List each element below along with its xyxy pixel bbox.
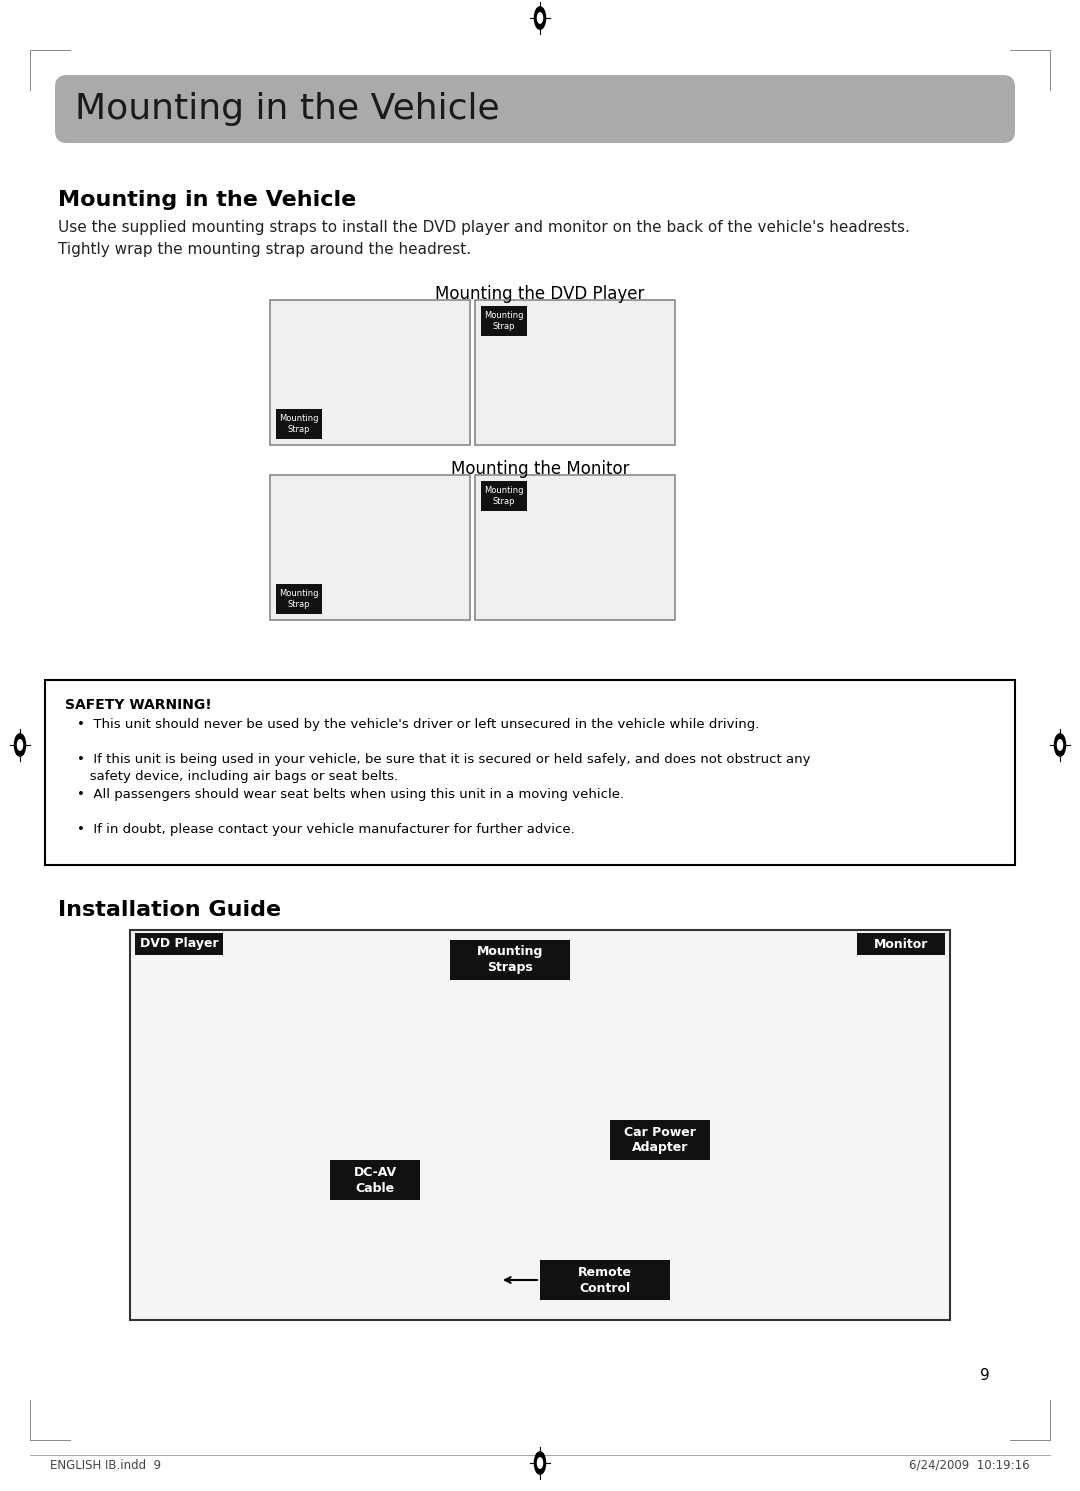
Bar bbox=[270, 476, 470, 620]
Text: 9: 9 bbox=[981, 1369, 990, 1384]
Text: DC-AV
Cable: DC-AV Cable bbox=[353, 1166, 396, 1194]
Text: Mounting the DVD Player: Mounting the DVD Player bbox=[435, 285, 645, 303]
Bar bbox=[130, 930, 950, 1320]
Ellipse shape bbox=[14, 734, 26, 756]
Text: •  If in doubt, please contact your vehicle manufacturer for further advice.: • If in doubt, please contact your vehic… bbox=[77, 823, 575, 836]
Ellipse shape bbox=[1054, 734, 1066, 756]
Ellipse shape bbox=[1057, 740, 1063, 750]
Bar bbox=[270, 300, 470, 444]
Text: ENGLISH IB.indd  9: ENGLISH IB.indd 9 bbox=[50, 1460, 161, 1472]
Text: 6/24/2009  10:19:16: 6/24/2009 10:19:16 bbox=[909, 1460, 1030, 1472]
Text: •  This unit should never be used by the vehicle's driver or left unsecured in t: • This unit should never be used by the … bbox=[77, 719, 759, 731]
FancyBboxPatch shape bbox=[55, 75, 1015, 143]
Text: Mounting
Straps: Mounting Straps bbox=[476, 945, 543, 975]
Text: •  If this unit is being used in your vehicle, be sure that it is secured or hel: • If this unit is being used in your veh… bbox=[77, 753, 810, 783]
Ellipse shape bbox=[538, 1458, 542, 1469]
Bar bbox=[330, 1160, 420, 1200]
Bar bbox=[475, 476, 675, 620]
Bar bbox=[276, 409, 322, 438]
Bar bbox=[858, 933, 945, 956]
Bar bbox=[450, 939, 570, 980]
Bar bbox=[540, 1260, 670, 1300]
Text: Mounting
Strap: Mounting Strap bbox=[484, 312, 524, 331]
Text: Mounting
Strap: Mounting Strap bbox=[484, 486, 524, 505]
Text: Use the supplied mounting straps to install the DVD player and monitor on the ba: Use the supplied mounting straps to inst… bbox=[58, 221, 909, 258]
Text: Car Power
Adapter: Car Power Adapter bbox=[624, 1126, 696, 1154]
Bar bbox=[610, 1120, 710, 1160]
Text: Remote
Control: Remote Control bbox=[578, 1266, 632, 1294]
Bar bbox=[475, 300, 675, 444]
Ellipse shape bbox=[17, 740, 23, 750]
Bar bbox=[481, 482, 527, 511]
Bar bbox=[135, 933, 222, 956]
Text: DVD Player: DVD Player bbox=[139, 938, 218, 950]
Text: Mounting in the Vehicle: Mounting in the Vehicle bbox=[58, 189, 356, 210]
Text: Monitor: Monitor bbox=[874, 938, 928, 950]
Text: SAFETY WARNING!: SAFETY WARNING! bbox=[65, 698, 212, 713]
Bar bbox=[481, 306, 527, 335]
Text: Mounting
Strap: Mounting Strap bbox=[280, 589, 319, 608]
Text: •  All passengers should wear seat belts when using this unit in a moving vehicl: • All passengers should wear seat belts … bbox=[77, 789, 624, 801]
Ellipse shape bbox=[535, 7, 545, 30]
Ellipse shape bbox=[535, 1452, 545, 1475]
Bar bbox=[45, 680, 1015, 865]
Text: Mounting in the Vehicle: Mounting in the Vehicle bbox=[75, 92, 500, 127]
Text: Installation Guide: Installation Guide bbox=[58, 901, 281, 920]
Text: Mounting
Strap: Mounting Strap bbox=[280, 414, 319, 434]
Text: Mounting the Monitor: Mounting the Monitor bbox=[450, 461, 630, 479]
Ellipse shape bbox=[538, 13, 542, 24]
Bar bbox=[276, 584, 322, 614]
